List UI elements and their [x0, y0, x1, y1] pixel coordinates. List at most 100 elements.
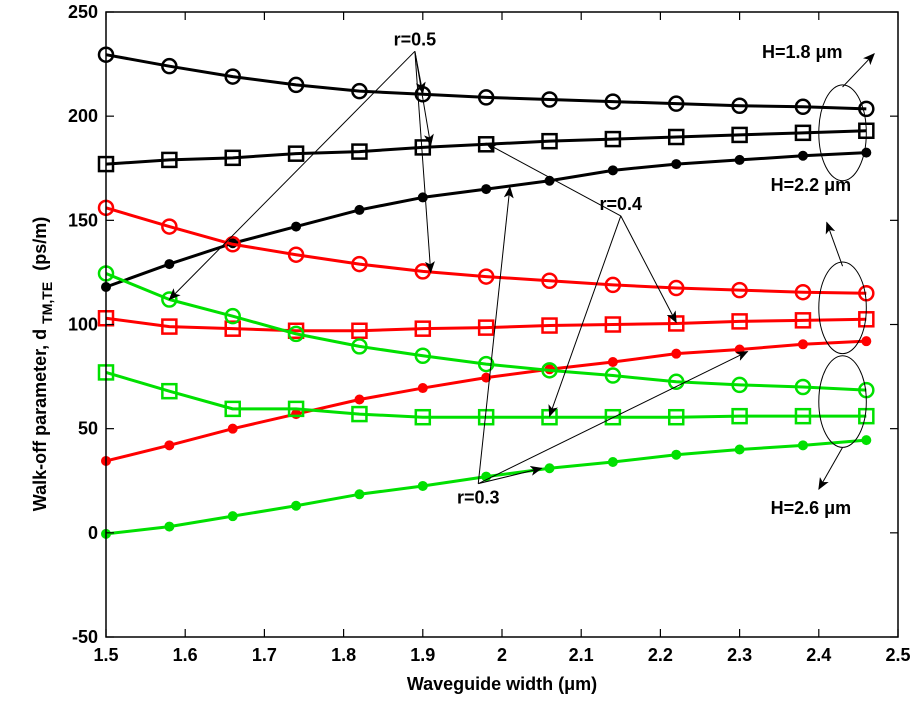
series-line-4 [105, 316, 867, 333]
data-point [161, 218, 178, 235]
data-point [354, 394, 365, 405]
data-point [731, 281, 748, 299]
data-point [607, 457, 618, 467]
group-ellipse [818, 261, 867, 355]
data-point [667, 128, 685, 146]
data-point [224, 400, 241, 418]
data-point [161, 151, 178, 169]
annotation-label: r=0.3 [457, 488, 500, 508]
data-point [861, 435, 872, 446]
data-point [287, 246, 305, 263]
data-point [861, 336, 872, 347]
data-point [541, 317, 558, 334]
x-tick-label: 2.1 [569, 645, 594, 665]
annotation-label: r=0.4 [600, 194, 643, 214]
data-point [287, 400, 305, 418]
y-tick-label: 100 [68, 315, 98, 335]
data-point [671, 449, 682, 460]
data-point [734, 344, 745, 355]
x-tick-label: 2 [497, 645, 507, 665]
data-point [541, 132, 558, 150]
data-point [351, 322, 368, 339]
data-point [287, 325, 305, 343]
x-tick-label: 1.6 [173, 645, 198, 665]
data-point [351, 405, 368, 423]
data-point [291, 221, 302, 232]
data-point [671, 348, 682, 359]
annotation-arrow [478, 465, 543, 485]
data-point [287, 145, 305, 162]
data-point [731, 313, 748, 330]
data-point [671, 159, 682, 170]
series-line-0 [105, 53, 867, 111]
data-point [544, 463, 555, 474]
annotation-arrow [620, 215, 677, 324]
group-ellipse [818, 84, 867, 182]
data-point [734, 444, 745, 455]
y-tick-label: 150 [68, 210, 98, 230]
annotation-arrow [478, 351, 749, 485]
data-point [734, 154, 745, 165]
data-point [354, 489, 365, 500]
y-tick-label: 50 [78, 419, 98, 439]
data-point [351, 143, 368, 160]
data-point [607, 165, 618, 176]
data-point [417, 383, 428, 394]
data-point [604, 408, 622, 426]
data-point [541, 362, 558, 379]
data-point [794, 98, 812, 116]
data-point [604, 316, 622, 333]
x-tick-label: 2.4 [806, 645, 831, 665]
annotation-arrow [414, 51, 435, 274]
data-point [351, 338, 368, 355]
x-tick-label: 2.2 [648, 645, 673, 665]
data-point [731, 407, 748, 425]
data-point [604, 130, 622, 148]
data-point [224, 68, 241, 85]
annotation-arrow [168, 50, 416, 301]
data-point [354, 204, 365, 215]
data-point [667, 408, 685, 426]
y-tick-label: 200 [68, 106, 98, 126]
data-point [417, 480, 428, 491]
data-point [794, 378, 812, 396]
data-point [477, 89, 495, 106]
annotation-arrow [825, 221, 844, 267]
data-point [224, 236, 241, 253]
annotation-label: H=2.6 μm [771, 498, 852, 518]
data-point [481, 372, 492, 383]
x-axis-label: Waveguide width (μm) [407, 674, 597, 694]
series-line-6 [105, 272, 867, 392]
annotation-arrow [477, 186, 514, 484]
data-point [227, 423, 238, 434]
data-point [541, 91, 558, 108]
data-point [291, 500, 302, 511]
data-point [604, 367, 622, 384]
x-tick-label: 1.7 [252, 645, 277, 665]
data-point [224, 320, 241, 337]
data-point [477, 319, 495, 336]
data-point [607, 357, 618, 367]
data-point [477, 268, 495, 285]
series-line-5 [105, 339, 867, 463]
y-tick-label: 250 [68, 2, 98, 22]
data-point [414, 347, 432, 364]
x-tick-label: 2.5 [885, 645, 910, 665]
y-tick-label: 0 [88, 523, 98, 543]
annotation-label: H=2.2 μm [771, 175, 852, 195]
data-point [164, 440, 175, 451]
data-point [797, 150, 808, 161]
x-tick-label: 2.3 [727, 645, 752, 665]
data-point [351, 255, 368, 273]
series-line-3 [105, 206, 867, 295]
data-point [477, 355, 495, 373]
annotation-label: H=1.8 μm [762, 42, 843, 62]
annotation-arrow [818, 447, 843, 490]
annotation-arrow [842, 52, 875, 88]
data-point [287, 76, 305, 94]
data-point [858, 100, 875, 118]
data-point [161, 57, 178, 75]
data-point [224, 149, 241, 167]
y-axis-label: Walk-off parameter, d TM,TE (ps/m) [30, 217, 56, 511]
data-point [794, 407, 812, 425]
